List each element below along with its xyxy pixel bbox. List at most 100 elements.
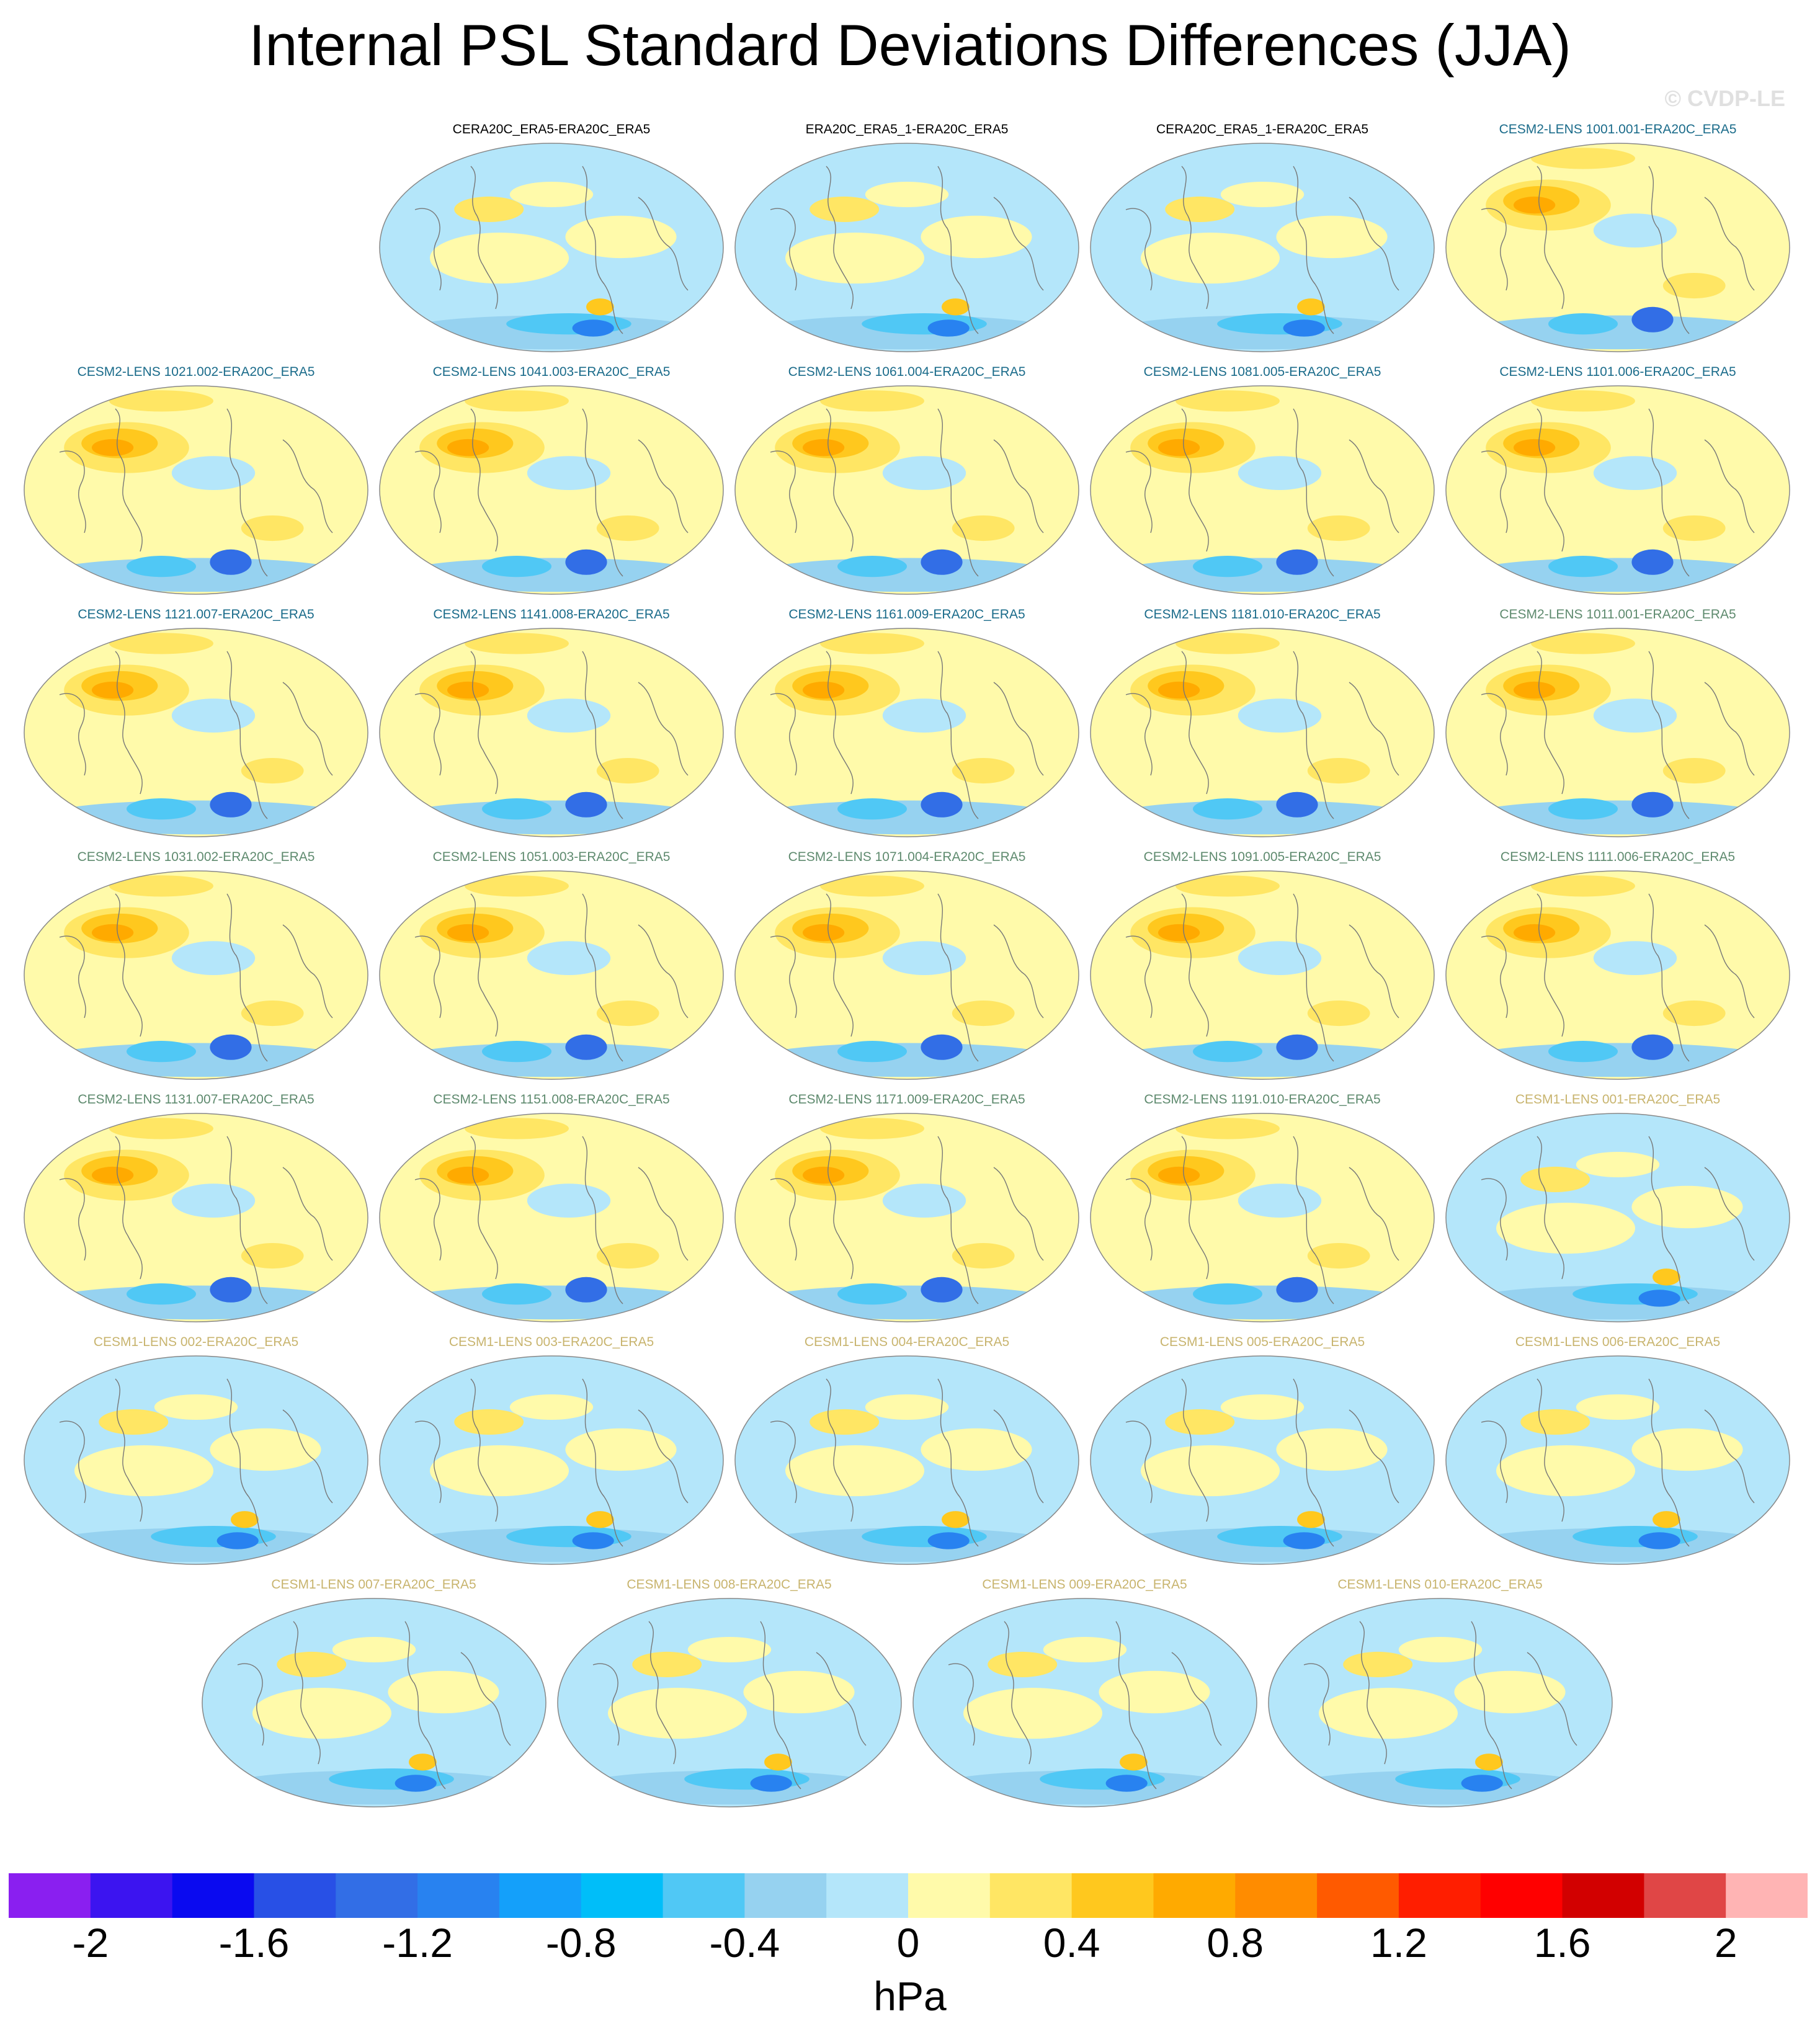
map-plot [1445, 1113, 1790, 1322]
panel-label: CESM2-LENS 1151.008-ERA20C_ERA5 [433, 1092, 670, 1107]
map-plot [24, 628, 368, 837]
map-plot [1090, 143, 1435, 352]
map-plot [379, 1113, 724, 1322]
colorbar-tick-label: 2 [1714, 1920, 1737, 1966]
colorbar-tick-label: 0.8 [1207, 1920, 1264, 1966]
map-panel: CESM1-LENS 002-ERA20C_ERA5 [22, 1334, 370, 1566]
colorbar-swatch [1480, 1873, 1563, 1918]
panel-label: CESM2-LENS 1071.004-ERA20C_ERA5 [788, 850, 1026, 864]
colorbar-swatch [826, 1873, 909, 1918]
colorbar-swatch [908, 1873, 991, 1918]
colorbar-swatch [172, 1873, 254, 1918]
panel-label: CERA20C_ERA5-ERA20C_ERA5 [452, 122, 651, 136]
colorbar-swatch [9, 1873, 91, 1918]
panel-label: CESM2-LENS 1001.001-ERA20C_ERA5 [1499, 122, 1737, 136]
panel-label: CESM2-LENS 1141.008-ERA20C_ERA5 [433, 607, 670, 622]
map-panel: CESM1-LENS 008-ERA20C_ERA5 [556, 1577, 903, 1809]
panel-label: CESM1-LENS 001-ERA20C_ERA5 [1515, 1092, 1721, 1107]
map-plot [379, 143, 724, 352]
map-panel: CESM2-LENS 1091.005-ERA20C_ERA5 [1089, 849, 1436, 1081]
panel-label: ERA20C_ERA5_1-ERA20C_ERA5 [805, 122, 1009, 136]
panel-label: CESM2-LENS 1131.007-ERA20C_ERA5 [78, 1092, 314, 1107]
map-plot [734, 870, 1079, 1080]
map-panel: CESM2-LENS 1161.009-ERA20C_ERA5 [733, 607, 1081, 839]
colorbar-swatch [499, 1873, 582, 1918]
colorbar-swatch [90, 1873, 173, 1918]
map-plot [379, 1355, 724, 1565]
map-panel: CESM2-LENS 1081.005-ERA20C_ERA5 [1089, 364, 1436, 596]
panel-label: CESM2-LENS 1091.005-ERA20C_ERA5 [1143, 850, 1381, 864]
panel-label: CESM1-LENS 004-ERA20C_ERA5 [804, 1335, 1010, 1349]
colorbar-swatch [1726, 1873, 1808, 1918]
map-plot [379, 385, 724, 595]
map-panel: ERA20C_ERA5_1-ERA20C_ERA5 [733, 122, 1081, 354]
panel-label: CESM2-LENS 1101.006-ERA20C_ERA5 [1499, 365, 1736, 379]
panel-label: CESM2-LENS 1161.009-ERA20C_ERA5 [788, 607, 1025, 622]
colorbar-swatch [1235, 1873, 1318, 1918]
panel-label: CESM2-LENS 1121.007-ERA20C_ERA5 [78, 607, 314, 622]
map-plot [1267, 1598, 1613, 1807]
map-plot [1090, 385, 1435, 595]
map-panel: CESM2-LENS 1151.008-ERA20C_ERA5 [378, 1092, 725, 1324]
colorbar [9, 1873, 1808, 1918]
colorbar-swatch [1153, 1873, 1236, 1918]
panel-label: CESM1-LENS 010-ERA20C_ERA5 [1337, 1577, 1543, 1592]
map-plot [1445, 385, 1790, 595]
colorbar-tick-label: -0.4 [709, 1920, 780, 1966]
map-plot [24, 1113, 368, 1322]
colorbar-swatch [662, 1873, 745, 1918]
map-plot [734, 385, 1079, 595]
map-panel: CESM2-LENS 1011.001-ERA20C_ERA5 [1444, 607, 1791, 839]
panel-label: CERA20C_ERA5_1-ERA20C_ERA5 [1156, 122, 1368, 136]
map-panel: CESM2-LENS 1191.010-ERA20C_ERA5 [1089, 1092, 1436, 1324]
map-panel: CESM2-LENS 1171.009-ERA20C_ERA5 [733, 1092, 1081, 1324]
map-panel: CESM1-LENS 010-ERA20C_ERA5 [1267, 1577, 1614, 1809]
map-panel: CESM2-LENS 1051.003-ERA20C_ERA5 [378, 849, 725, 1081]
map-plot [1090, 628, 1435, 837]
panel-label: CESM2-LENS 1181.010-ERA20C_ERA5 [1144, 607, 1381, 622]
colorbar-tick-label: -1.6 [218, 1920, 290, 1966]
colorbar-tick-label: -1.2 [382, 1920, 453, 1966]
map-plot [1445, 870, 1790, 1080]
panel-label: CESM2-LENS 1061.004-ERA20C_ERA5 [788, 365, 1026, 379]
colorbar-tick-label: 1.6 [1533, 1920, 1591, 1966]
map-plot [201, 1598, 546, 1807]
colorbar-tick-label: -2 [72, 1920, 109, 1966]
colorbar-swatch [254, 1873, 336, 1918]
map-panel-grid: CERA20C_ERA5-ERA20C_ERA5 ERA20C_ERA5_1-ER… [22, 122, 1791, 1809]
map-panel: CESM1-LENS 003-ERA20C_ERA5 [378, 1334, 725, 1566]
panel-label: CESM1-LENS 009-ERA20C_ERA5 [982, 1577, 1187, 1592]
map-panel: CESM1-LENS 005-ERA20C_ERA5 [1089, 1334, 1436, 1566]
map-plot [734, 1355, 1079, 1565]
colorbar-tick-label: -0.8 [545, 1920, 617, 1966]
map-panel: CESM2-LENS 1141.008-ERA20C_ERA5 [378, 607, 725, 839]
map-panel: CESM2-LENS 1101.006-ERA20C_ERA5 [1444, 364, 1791, 596]
map-panel: CERA20C_ERA5_1-ERA20C_ERA5 [1089, 122, 1436, 354]
colorbar-swatch [744, 1873, 827, 1918]
map-plot [1445, 1355, 1790, 1565]
panel-label: CESM2-LENS 1041.003-ERA20C_ERA5 [432, 365, 671, 379]
map-panel: CESM1-LENS 009-ERA20C_ERA5 [911, 1577, 1259, 1809]
page-title: Internal PSL Standard Deviations Differe… [249, 12, 1571, 78]
map-plot [556, 1598, 902, 1807]
colorbar-swatch [1562, 1873, 1644, 1918]
map-panel: CESM2-LENS 1121.007-ERA20C_ERA5 [22, 607, 370, 839]
map-panel: CESM2-LENS 1071.004-ERA20C_ERA5 [733, 849, 1081, 1081]
panel-label: CESM2-LENS 1011.001-ERA20C_ERA5 [1499, 607, 1736, 622]
panel-label: CESM2-LENS 1051.003-ERA20C_ERA5 [432, 850, 671, 864]
panel-label: CESM2-LENS 1021.002-ERA20C_ERA5 [77, 365, 315, 379]
map-plot [24, 385, 368, 595]
colorbar-swatch [417, 1873, 500, 1918]
map-plot [1445, 628, 1790, 837]
map-panel: CESM1-LENS 006-ERA20C_ERA5 [1444, 1334, 1791, 1566]
map-plot [734, 1113, 1079, 1322]
colorbar-tick-label: 0.4 [1043, 1920, 1100, 1966]
map-plot [1090, 1355, 1435, 1565]
colorbar-swatch [1398, 1873, 1481, 1918]
map-panel: CESM1-LENS 004-ERA20C_ERA5 [733, 1334, 1081, 1566]
panel-label: CESM1-LENS 005-ERA20C_ERA5 [1159, 1335, 1365, 1349]
colorbar-units: hPa [873, 1973, 947, 2019]
colorbar-tick-label: 0 [896, 1920, 920, 1966]
panel-label: CESM2-LENS 1191.010-ERA20C_ERA5 [1144, 1092, 1381, 1107]
map-plot [912, 1598, 1257, 1807]
